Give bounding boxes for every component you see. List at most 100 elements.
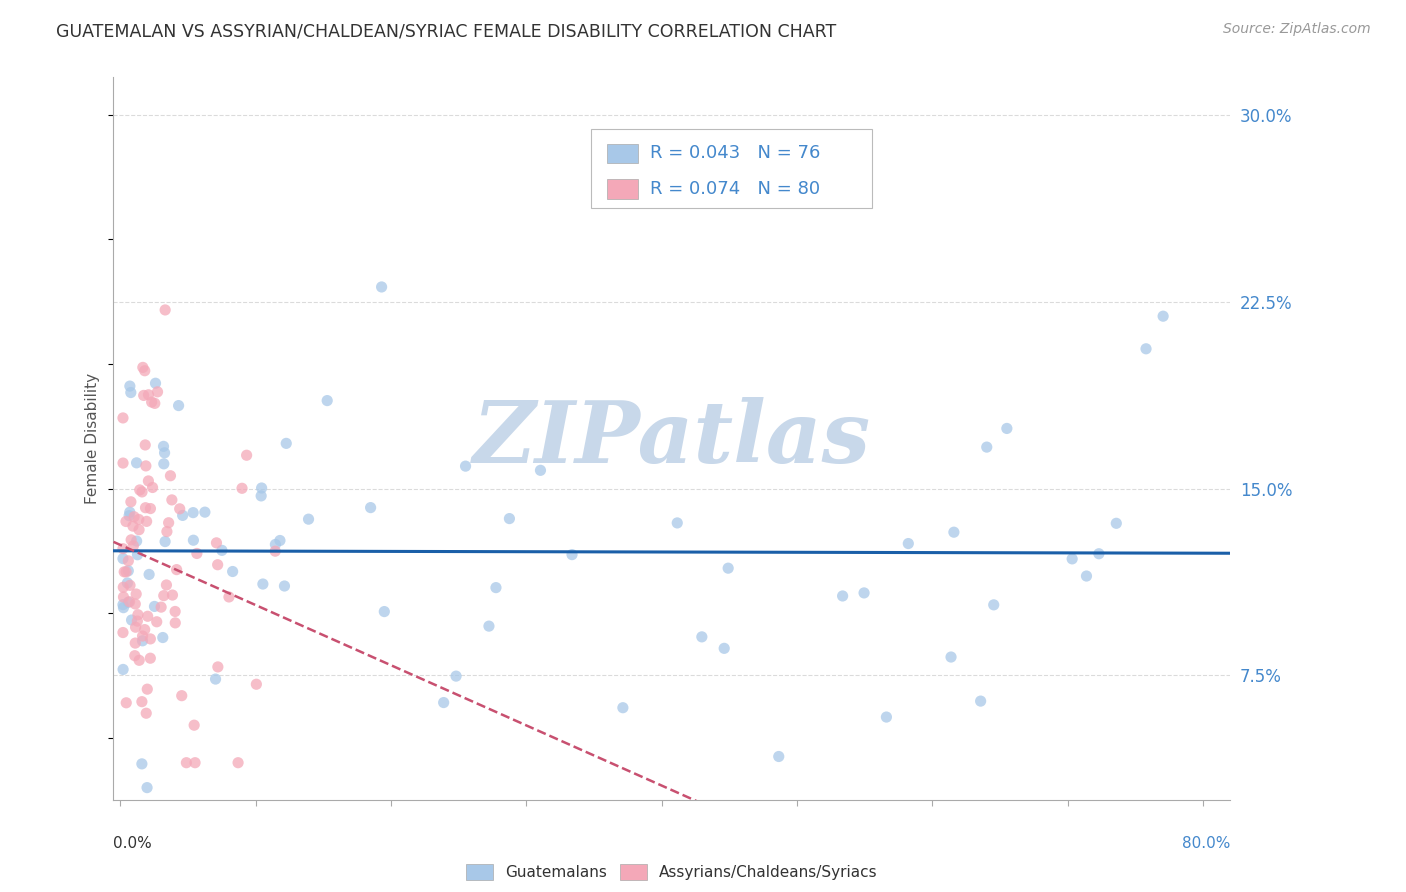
Point — [433, 696, 456, 710]
Text: R = 0.043   N = 76: R = 0.043 N = 76 — [650, 145, 820, 162]
Point — [690, 630, 713, 644]
Point — [125, 587, 148, 601]
Point — [157, 516, 180, 530]
Point — [128, 512, 150, 526]
Point — [983, 598, 1005, 612]
Point — [150, 600, 173, 615]
Point — [115, 515, 138, 529]
Point — [146, 384, 169, 399]
Point — [152, 439, 174, 453]
Point — [250, 489, 273, 503]
Point — [160, 492, 183, 507]
Point — [142, 481, 165, 495]
Legend: Guatemalans, Assyrians/Chaldeans/Syriacs: Guatemalans, Assyrians/Chaldeans/Syriacs — [460, 858, 884, 887]
Point — [529, 463, 551, 477]
Point — [370, 280, 392, 294]
Point — [205, 536, 228, 550]
Point — [143, 599, 166, 614]
Point — [207, 660, 229, 674]
Point — [131, 484, 153, 499]
Point — [131, 695, 153, 709]
Text: R = 0.074   N = 80: R = 0.074 N = 80 — [650, 180, 820, 198]
Point — [128, 523, 150, 537]
Point — [115, 696, 138, 710]
Point — [252, 577, 274, 591]
Point — [853, 586, 876, 600]
Point — [117, 576, 139, 591]
Point — [231, 481, 253, 495]
Point — [117, 595, 139, 609]
Point — [112, 456, 135, 470]
Point — [561, 548, 583, 562]
Point — [153, 534, 176, 549]
Point — [124, 620, 146, 634]
Point — [152, 631, 174, 645]
Point — [111, 411, 134, 425]
Point — [264, 537, 287, 551]
Point — [250, 481, 273, 495]
Point — [135, 706, 157, 721]
Point — [132, 360, 155, 375]
Point — [167, 399, 190, 413]
Point — [186, 546, 208, 560]
Point — [128, 653, 150, 667]
Point — [118, 508, 141, 523]
Text: 80.0%: 80.0% — [1182, 836, 1230, 851]
Point — [1062, 552, 1084, 566]
Point — [127, 548, 149, 562]
Point — [183, 718, 205, 732]
Point — [897, 536, 920, 550]
Point — [172, 508, 194, 523]
Point — [112, 662, 135, 676]
Point — [1135, 342, 1157, 356]
Point — [176, 756, 198, 770]
Point — [122, 509, 145, 524]
Point — [118, 379, 141, 393]
Point — [498, 511, 520, 525]
Point — [111, 625, 134, 640]
Point — [153, 446, 176, 460]
Point — [128, 483, 150, 497]
Point — [134, 364, 156, 378]
Point — [115, 565, 138, 579]
Point — [211, 543, 233, 558]
Point — [1152, 309, 1174, 323]
Point — [226, 756, 249, 770]
Point — [218, 590, 240, 604]
Point — [276, 436, 298, 450]
Point — [121, 613, 143, 627]
Point — [138, 474, 160, 488]
Text: 0.0%: 0.0% — [114, 836, 152, 851]
Point — [125, 456, 148, 470]
Point — [235, 448, 257, 462]
Point — [135, 458, 157, 473]
Point — [118, 595, 141, 609]
Point — [134, 438, 156, 452]
Point — [1088, 547, 1111, 561]
Point — [111, 598, 134, 612]
Point — [131, 633, 153, 648]
Point — [207, 558, 229, 572]
Point — [138, 388, 160, 402]
Point — [153, 457, 176, 471]
Point — [120, 495, 142, 509]
Point — [373, 605, 395, 619]
Text: GUATEMALAN VS ASSYRIAN/CHALDEAN/SYRIAC FEMALE DISABILITY CORRELATION CHART: GUATEMALAN VS ASSYRIAN/CHALDEAN/SYRIAC F… — [56, 22, 837, 40]
Point — [360, 500, 382, 515]
Point — [139, 651, 162, 665]
Point — [134, 623, 156, 637]
Point — [184, 756, 207, 770]
Point — [875, 710, 897, 724]
Point — [155, 578, 177, 592]
Point — [127, 607, 149, 622]
Point — [194, 505, 217, 519]
Point — [136, 780, 159, 795]
Point — [165, 605, 187, 619]
Point — [666, 516, 689, 530]
Point — [118, 578, 141, 592]
Text: ZIPatlas: ZIPatlas — [472, 397, 870, 481]
Point — [112, 580, 135, 594]
Point — [939, 650, 962, 665]
Text: Source: ZipAtlas.com: Source: ZipAtlas.com — [1223, 22, 1371, 37]
Point — [181, 506, 204, 520]
